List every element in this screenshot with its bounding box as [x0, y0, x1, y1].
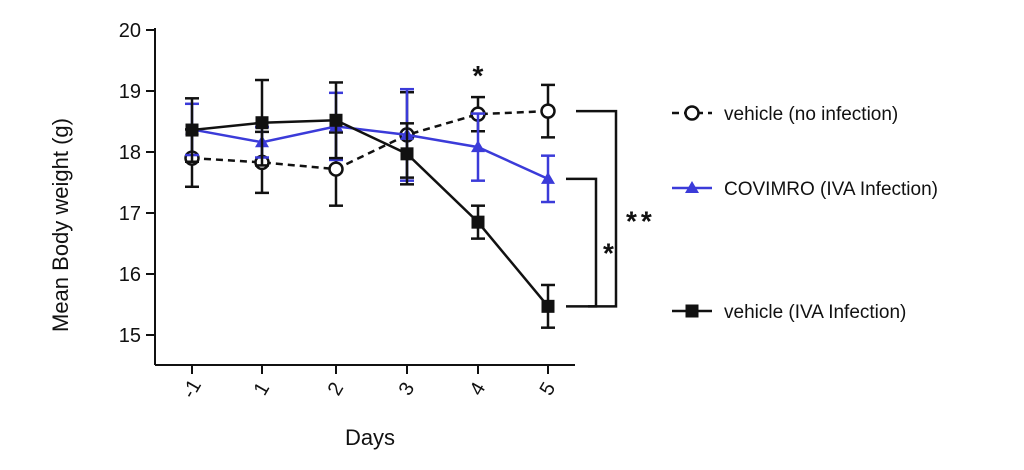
- data-point-square: [329, 113, 343, 127]
- data-point-circle: [540, 103, 556, 119]
- y-tick-label: 20: [119, 20, 141, 42]
- data-point-square: [255, 116, 269, 130]
- significance-star-outer: **: [626, 206, 656, 237]
- significance-star-day4: *: [473, 60, 484, 91]
- data-point-triangle: [685, 181, 699, 193]
- data-point-square: [471, 215, 485, 229]
- legend-label: COVIMRO (IVA Infection): [724, 179, 938, 200]
- legend: vehicle (no infection) COVIMRO (IVA Infec…: [672, 104, 938, 323]
- y-tick-label: 19: [119, 81, 141, 103]
- data-point-square: [541, 299, 555, 313]
- x-tick-label: 4: [466, 379, 491, 400]
- x-tick-label: 5: [536, 379, 561, 400]
- legend-item: COVIMRO (IVA Infection): [672, 179, 938, 200]
- series-1: [184, 83, 556, 207]
- annotation-layer: ****: [473, 60, 656, 308]
- x-axis-title: Days: [345, 425, 395, 450]
- data-point-circle: [684, 105, 700, 121]
- data-point-circle: [328, 161, 344, 177]
- series-2: [185, 87, 555, 204]
- legend-item: vehicle (no infection): [672, 104, 898, 125]
- series-line: [191, 119, 549, 308]
- x-tick-label: 1: [250, 379, 275, 400]
- data-point-square: [685, 304, 699, 318]
- significance-star-inner: *: [603, 238, 614, 269]
- y-tick-label: 15: [119, 325, 141, 347]
- legend-label: vehicle (IVA Infection): [724, 302, 906, 323]
- data-point-square: [185, 123, 199, 137]
- x-tick-label: 3: [395, 379, 420, 400]
- series-line: [191, 125, 549, 180]
- x-tick-label: -1: [178, 376, 206, 402]
- data-point-square: [400, 147, 414, 161]
- legend-item: vehicle (IVA Infection): [672, 302, 906, 323]
- x-tick-label: 2: [324, 379, 349, 400]
- series-line: [191, 109, 549, 171]
- y-tick-label: 18: [119, 142, 141, 164]
- series-layer: [184, 78, 556, 329]
- y-axis-title: Mean Body weight (g): [48, 118, 73, 332]
- axes: 15 16 17 18 19 20 -1 1 2 3 4 5: [119, 20, 575, 402]
- data-point-triangle: [541, 171, 555, 184]
- bracket-outer: [576, 109, 618, 308]
- legend-label: vehicle (no infection): [724, 104, 898, 125]
- bracket-inner: [566, 177, 598, 308]
- data-point-triangle: [471, 140, 485, 153]
- y-tick-label: 17: [119, 203, 141, 225]
- series-3: [185, 78, 555, 329]
- y-tick-label: 16: [119, 264, 141, 286]
